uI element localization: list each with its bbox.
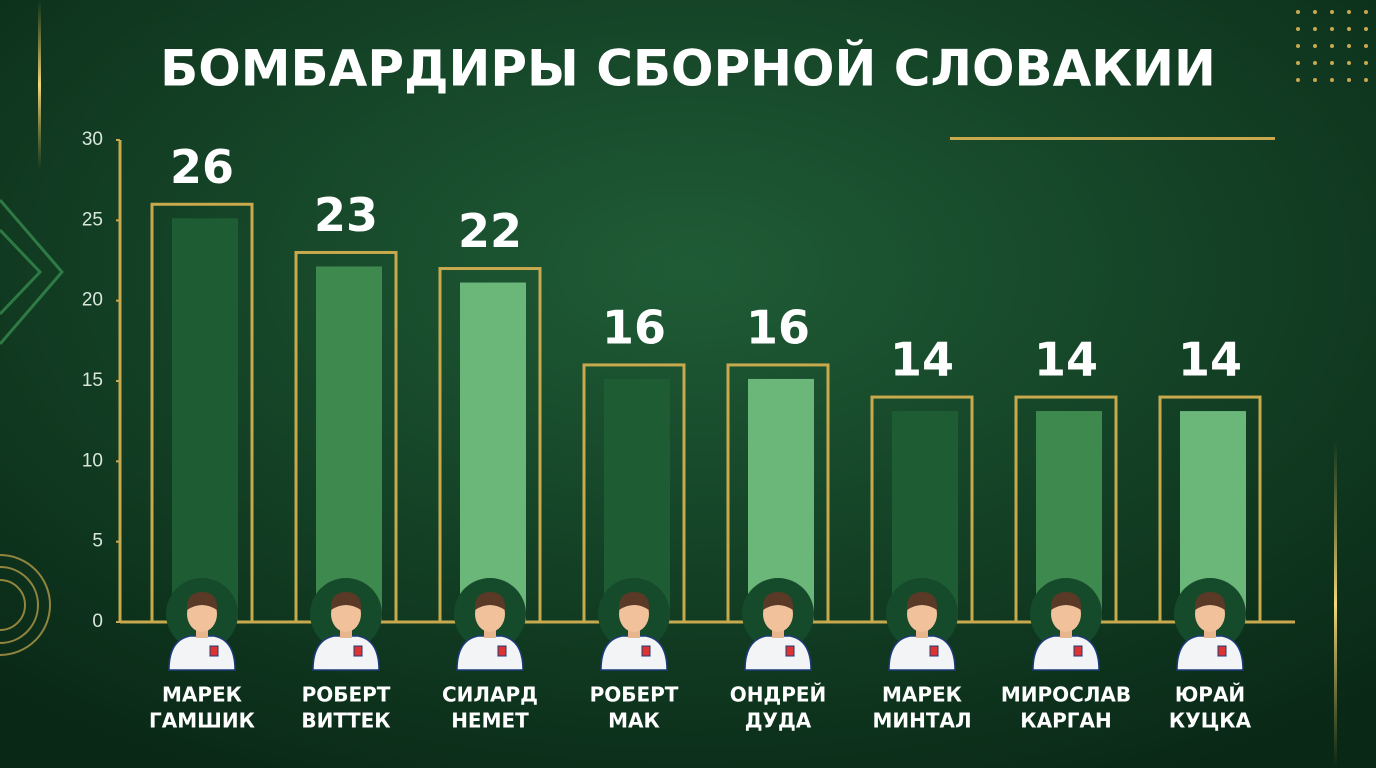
avatar-badge [497, 645, 507, 657]
decor-dot [1296, 44, 1300, 48]
value-label: 22 [458, 204, 522, 258]
avatar-hair [1194, 592, 1226, 610]
decor-dots [1296, 10, 1368, 82]
decor-dot [1313, 78, 1317, 82]
decor-dot [1347, 27, 1351, 31]
player-avatar [886, 578, 958, 671]
y-tick-label: 20 [82, 290, 103, 311]
x-tick-label: СИЛАРД [442, 683, 538, 707]
y-tick-label: 15 [82, 370, 103, 391]
x-tick-label: МИРОСЛАВ [1001, 683, 1131, 707]
decor-dot [1330, 61, 1334, 65]
decor-dot [1347, 78, 1351, 82]
avatar-hair [474, 592, 506, 610]
value-label: 16 [602, 300, 666, 354]
x-tick-label: РОБЕРТ [302, 683, 391, 707]
y-tick-label: 10 [82, 450, 103, 471]
decor-dot [1313, 44, 1317, 48]
avatar-hair [186, 592, 218, 610]
avatar-shirt [600, 635, 668, 671]
decor-dot [1313, 61, 1317, 65]
value-label: 23 [314, 188, 378, 242]
player-avatar [166, 578, 238, 671]
avatar-hair [906, 592, 938, 610]
player-avatar [310, 578, 382, 671]
avatar-shirt [1032, 635, 1100, 671]
y-tick-label: 0 [92, 611, 103, 632]
value-label: 14 [890, 333, 954, 387]
avatar-badge [209, 645, 219, 657]
decor-dot [1330, 44, 1334, 48]
x-tick-label: ДУДА [745, 709, 812, 733]
decor-dot [1296, 61, 1300, 65]
decor-dot [1347, 44, 1351, 48]
value-label: 26 [170, 140, 234, 194]
value-label: 14 [1178, 333, 1242, 387]
player-avatar [1030, 578, 1102, 671]
avatar-shirt [1176, 635, 1244, 671]
avatar-badge [1217, 645, 1227, 657]
x-tick-label: ВИТТЕК [301, 709, 391, 733]
avatar-badge [353, 645, 363, 657]
decor-dot [1364, 44, 1368, 48]
avatar-shirt [312, 635, 380, 671]
avatar-shirt [456, 635, 524, 671]
x-tick-label: МАК [608, 709, 660, 733]
x-tick-label: МАРЕК [162, 683, 243, 707]
value-label: 16 [746, 300, 810, 354]
x-tick-label: ЮРАЙ [1175, 683, 1245, 707]
x-tick-label: МАРЕК [882, 683, 963, 707]
player-avatar [454, 578, 526, 671]
decor-circles [0, 554, 51, 656]
player-avatar [1174, 578, 1246, 671]
x-tick-label: ОНДРЕЙ [730, 683, 827, 707]
avatar-shirt [168, 635, 236, 671]
decor-dot [1296, 10, 1300, 14]
decor-dot [1313, 27, 1317, 31]
decor-dot [1347, 61, 1351, 65]
decor-dot [1364, 27, 1368, 31]
decor-line [1334, 440, 1337, 768]
avatar-hair [618, 592, 650, 610]
decor-dot [1347, 10, 1351, 14]
y-tick-label: 5 [92, 531, 103, 552]
x-tick-label: РОБЕРТ [590, 683, 679, 707]
decor-dot [1296, 27, 1300, 31]
decor-dot [1330, 27, 1334, 31]
x-tick-label: КУЦКА [1169, 709, 1252, 733]
player-avatar [598, 578, 670, 671]
avatar-badge [929, 645, 939, 657]
avatar-hair [330, 592, 362, 610]
avatar-shirt [744, 635, 812, 671]
decor-line [950, 137, 1275, 140]
bar [460, 282, 526, 622]
decor-chevrons [0, 199, 64, 345]
decor-dot [1364, 61, 1368, 65]
player-avatar [742, 578, 814, 671]
x-tick-label: МИНТАЛ [872, 709, 971, 733]
chart-title: БОМБАРДИРЫ СБОРНОЙ СЛОВАКИИ [160, 39, 1216, 98]
x-tick-label: НЕМЕТ [451, 709, 529, 733]
y-tick-label: 30 [82, 129, 103, 150]
avatar-badge [785, 645, 795, 657]
decor-dot [1330, 10, 1334, 14]
decor-dot [1330, 78, 1334, 82]
decor-dot [1364, 78, 1368, 82]
x-tick-label: ГАМШИК [149, 709, 256, 733]
value-label: 14 [1034, 333, 1098, 387]
avatar-hair [1050, 592, 1082, 610]
bar [172, 218, 238, 622]
decor-dot [1296, 78, 1300, 82]
decor-dot [1364, 10, 1368, 14]
x-tick-label: КАРГАН [1020, 709, 1111, 733]
avatar-hair [762, 592, 794, 610]
avatar-badge [641, 645, 651, 657]
avatar-shirt [888, 635, 956, 671]
decor-line [38, 0, 41, 170]
avatar-badge [1073, 645, 1083, 657]
decor-dot [1313, 10, 1317, 14]
bar [316, 266, 382, 622]
y-tick-label: 25 [82, 209, 103, 230]
